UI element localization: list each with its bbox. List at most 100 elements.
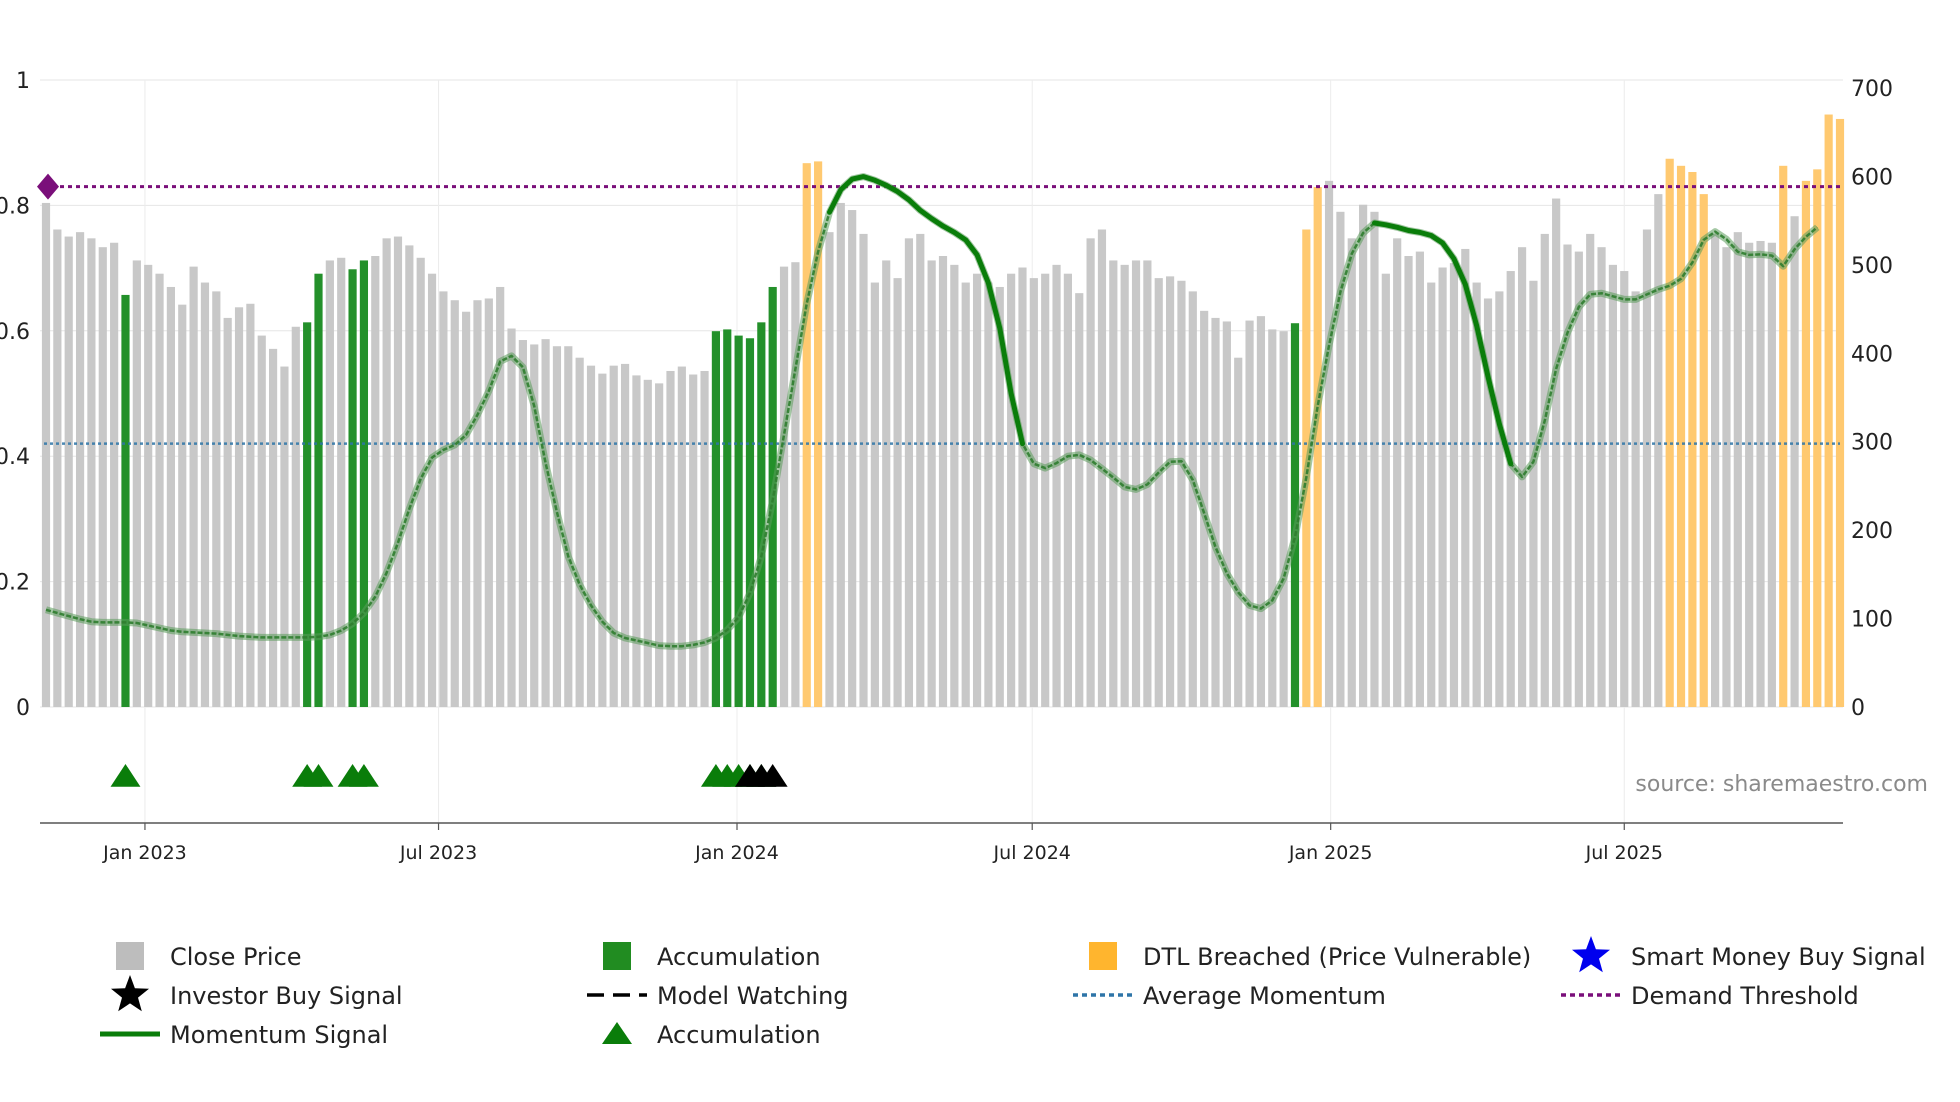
close-price-bar — [643, 379, 652, 707]
close-price-bar — [1404, 256, 1413, 707]
dtl-breached-bar — [1676, 165, 1686, 707]
close-price-bar — [1631, 291, 1640, 707]
close-price-bar — [405, 245, 414, 707]
legend-star-icon — [111, 975, 149, 1012]
close-price-bar — [507, 328, 516, 707]
x-tick-label: Jan 2023 — [102, 842, 187, 864]
legend-label: Close Price — [170, 943, 302, 971]
close-price-bar — [450, 300, 459, 707]
close-price-bar — [337, 257, 346, 707]
close-price-bar — [1347, 238, 1356, 708]
legend-label: Smart Money Buy Signal — [1631, 943, 1926, 971]
close-price-bar — [462, 311, 471, 707]
close-price-bar — [950, 264, 959, 707]
legend-label: Accumulation — [657, 1021, 821, 1049]
close-price-bar — [666, 370, 675, 707]
left-tick-label: 1 — [16, 69, 30, 94]
close-price-bar — [1620, 271, 1629, 707]
close-price-bar — [41, 202, 51, 707]
close-price-bar — [269, 348, 278, 707]
close-price-bar — [1370, 211, 1379, 708]
dtl-breached-bar — [1779, 165, 1788, 707]
close-price-bar — [189, 266, 198, 707]
accumulation-bar — [745, 338, 755, 707]
x-axis-ticks: Jan 2023 Jul 2023 Jan 2024 Jul 2024 Jan 2025… — [102, 823, 1663, 864]
dtl-breached-bar — [814, 161, 823, 707]
close-price-bar — [870, 282, 879, 707]
close-price-bar — [882, 260, 891, 707]
close-price-bar — [1552, 198, 1561, 708]
legend-label: DTL Breached (Price Vulnerable) — [1143, 943, 1531, 971]
close-price-bar — [393, 236, 403, 707]
accumulation-bar — [734, 335, 743, 707]
close-price-bar — [1586, 233, 1595, 707]
close-price-bar — [53, 229, 62, 707]
close-price-bar — [223, 317, 232, 707]
close-price-bar — [609, 365, 618, 707]
close-price-bar — [927, 260, 936, 707]
accumulation-bar — [314, 273, 323, 707]
legend-label: Demand Threshold — [1631, 982, 1859, 1010]
right-tick-label: 600 — [1851, 165, 1893, 190]
momentum-strong-segment — [827, 174, 1025, 447]
close-price-bar — [1007, 273, 1016, 707]
close-price-bar — [1415, 251, 1424, 708]
legend-triangle-icon — [602, 1022, 632, 1044]
close-price-bar — [575, 357, 584, 707]
close-price-bar — [677, 366, 686, 707]
legend-label: Accumulation — [657, 943, 821, 971]
close-price-bar — [291, 326, 300, 707]
dtl-breached-bar — [1313, 187, 1322, 708]
close-price-bar — [1483, 298, 1493, 707]
close-price-bar — [1245, 320, 1254, 707]
close-price-bar — [541, 339, 550, 707]
close-price-bar — [1063, 273, 1072, 707]
close-price-bar — [87, 238, 96, 708]
close-price-bar — [473, 300, 482, 707]
close-price-bar — [1438, 267, 1447, 707]
close-price-bar — [1495, 291, 1504, 707]
close-price-bar — [1075, 293, 1084, 707]
close-price-bar — [598, 373, 607, 707]
close-price-bar — [75, 232, 85, 708]
close-price-bar — [586, 365, 596, 707]
close-price-bar — [1041, 273, 1050, 707]
close-price-bar — [1154, 278, 1163, 707]
close-price-bar — [371, 256, 380, 707]
dtl-breached-bar — [1824, 114, 1833, 708]
dtl-breached-bar — [802, 163, 811, 707]
right-tick-label: 100 — [1851, 608, 1893, 633]
close-price-bar — [212, 291, 221, 707]
close-price-bar — [1211, 317, 1220, 707]
close-price-bar — [893, 278, 902, 707]
close-price-bar — [1359, 204, 1368, 707]
close-price-bar — [518, 340, 527, 707]
close-price-bar — [257, 335, 266, 707]
legend-label: Momentum Signal — [170, 1021, 388, 1049]
legend: Close Price Accumulation DTL Breached (Pri… — [100, 936, 1926, 1049]
close-price-bar — [144, 264, 153, 707]
close-price-bar — [1188, 291, 1197, 707]
legend-item: Smart Money Buy Signal — [1572, 936, 1926, 973]
close-price-bar — [1472, 282, 1481, 707]
close-price-bar — [1642, 229, 1652, 707]
close-price-bar — [859, 233, 868, 707]
left-tick-label: 0.4 — [0, 445, 30, 470]
demand-threshold-marker — [37, 173, 59, 200]
momentum-signal-line — [45, 173, 1820, 650]
x-tick-label: Jan 2024 — [694, 842, 779, 864]
dtl-breached-bar — [1835, 118, 1845, 707]
close-price-bar — [166, 286, 175, 707]
close-price-bar — [246, 303, 255, 707]
close-price-bar — [700, 370, 709, 707]
right-tick-label: 500 — [1851, 254, 1893, 279]
source-label: source: sharemaestro.com — [1635, 772, 1928, 797]
legend-swatch — [116, 942, 144, 970]
close-price-bar — [1654, 194, 1663, 708]
close-price-bar — [98, 247, 107, 707]
close-price-bar — [791, 262, 800, 707]
close-price-bar — [325, 260, 334, 707]
close-price-bar — [564, 346, 573, 707]
close-price-bar — [552, 346, 562, 707]
